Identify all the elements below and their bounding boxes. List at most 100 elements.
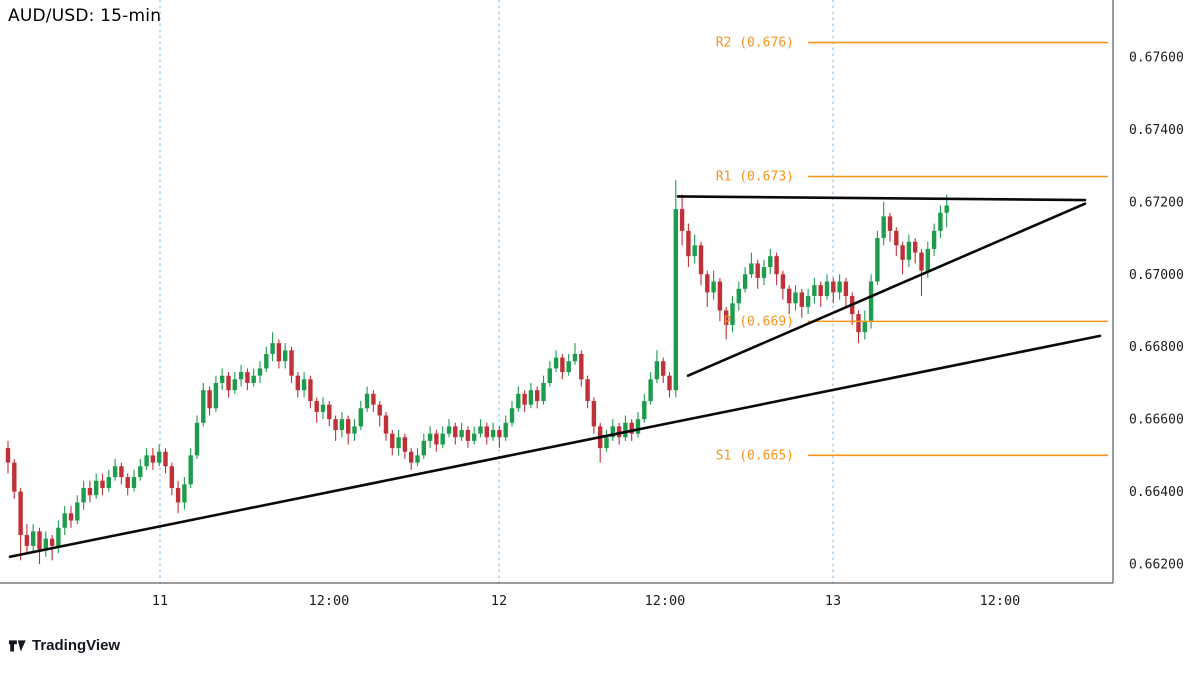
candle-body — [566, 361, 571, 373]
candle-body — [276, 343, 282, 362]
candle-body — [232, 379, 237, 391]
candle-body — [81, 487, 86, 503]
candle-body — [421, 440, 426, 456]
candle-body — [736, 288, 741, 304]
candle-body — [931, 230, 937, 249]
candle-body — [535, 390, 540, 402]
candle-body — [301, 379, 307, 391]
candle-body — [900, 245, 905, 260]
candle-body — [661, 361, 666, 376]
candle-body — [768, 256, 773, 268]
candle-body — [289, 350, 294, 376]
candle-body — [894, 230, 899, 246]
pivot-label-p: P (0.669) — [724, 314, 794, 329]
price-axis-label: 0.66600 — [1129, 413, 1184, 428]
candle-body — [257, 368, 263, 376]
candle-body — [358, 408, 363, 427]
candle-body — [427, 433, 433, 441]
time-axis-label: 13 — [825, 593, 841, 609]
candle-body — [207, 390, 212, 409]
price-axis-label: 0.67200 — [1129, 195, 1184, 210]
candle-body — [402, 437, 408, 452]
candle-body — [364, 393, 370, 409]
candle-body — [585, 379, 590, 402]
pivot-label-r2: R2 (0.676) — [716, 36, 794, 51]
candle-body — [68, 513, 74, 521]
candle-body — [711, 281, 716, 293]
candle-body — [169, 466, 174, 488]
candle-body — [724, 310, 729, 325]
candle-body — [352, 426, 357, 434]
candle-body — [188, 455, 193, 485]
candle-body — [579, 353, 584, 380]
candle-body — [862, 321, 867, 333]
pivot-label-r1: R1 (0.673) — [716, 170, 794, 185]
price-axis-label: 0.66800 — [1129, 340, 1184, 355]
candle-body — [717, 281, 723, 311]
candle-body — [157, 451, 162, 463]
candle-body — [787, 288, 792, 304]
pivot-label-s1: S1 (0.665) — [716, 448, 794, 463]
candle-body — [553, 357, 559, 369]
candle-body — [673, 209, 678, 391]
candle-body — [667, 375, 672, 391]
candle-body — [320, 404, 326, 412]
candle-body — [459, 430, 464, 438]
candle-body — [484, 426, 489, 438]
candle-body — [938, 212, 943, 231]
candle-body — [390, 433, 395, 449]
candle-body — [837, 281, 842, 293]
candle-body — [547, 368, 552, 383]
candle-body — [749, 263, 754, 275]
candle-body — [37, 531, 42, 550]
candle-body — [881, 216, 886, 239]
candle-body — [56, 527, 61, 546]
candle-body — [780, 274, 786, 289]
candle-body — [409, 451, 414, 463]
candle-body — [163, 451, 168, 467]
candle-body — [572, 353, 578, 362]
price-axis-label: 0.66400 — [1129, 485, 1184, 500]
candle-body — [175, 487, 181, 503]
candle-body — [679, 209, 685, 231]
candle-body — [698, 245, 704, 275]
time-axis-label: 12:00 — [980, 593, 1021, 609]
candle-body — [478, 426, 483, 434]
candle-body — [610, 426, 615, 438]
candle-body — [774, 256, 779, 275]
candle-body — [812, 285, 817, 297]
candle-body — [106, 477, 111, 488]
candle-body — [516, 393, 521, 409]
candle-body — [434, 433, 439, 445]
triangle-support-line — [686, 202, 1087, 377]
candle-body — [43, 538, 48, 550]
candle-body — [245, 372, 250, 383]
candle-body — [654, 361, 660, 380]
candle-body — [131, 477, 137, 488]
candle-body — [522, 393, 527, 405]
candle-body — [875, 238, 880, 282]
price-axis-label: 0.67600 — [1129, 51, 1184, 66]
tradingview-attribution[interactable]: TradingView — [8, 637, 120, 654]
time-axis-label: 12:00 — [645, 593, 686, 609]
candle-body — [919, 252, 924, 271]
chart-title: AUD/USD: 15-min — [8, 6, 162, 26]
candle-body — [75, 502, 80, 521]
candle-body — [856, 314, 861, 333]
candle-body — [692, 245, 697, 257]
candle-body — [125, 477, 130, 488]
candle-body — [18, 491, 23, 536]
candle-body — [824, 281, 830, 297]
candle-body — [805, 296, 811, 307]
candle-body — [793, 292, 798, 304]
candle-body — [623, 422, 628, 438]
candle-body — [446, 426, 452, 434]
time-axis-label: 12:00 — [309, 593, 350, 609]
candle-body — [944, 205, 949, 213]
price-axis-label: 0.67000 — [1129, 268, 1184, 283]
candle-body — [509, 408, 515, 423]
candle-body — [150, 455, 156, 463]
candle-body — [616, 426, 622, 438]
